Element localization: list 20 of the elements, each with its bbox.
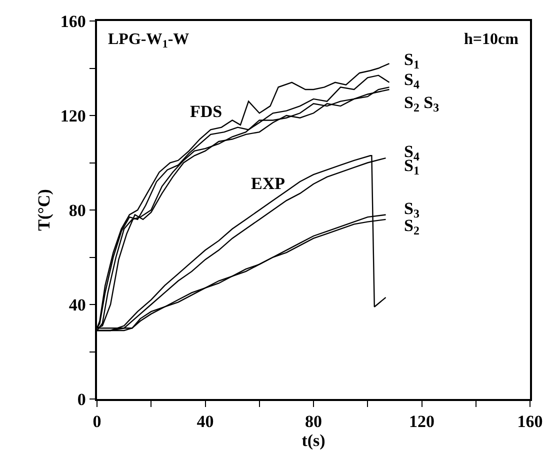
annotation: FDS — [190, 102, 222, 121]
x-axis-title: t(s) — [302, 431, 326, 450]
y-axis-title: T(°C) — [34, 189, 54, 231]
x-tick-label: 80 — [305, 412, 322, 432]
y-tick-label: 80 — [68, 200, 86, 220]
y-tick-label: 120 — [60, 106, 86, 126]
x-tick-label: 40 — [196, 412, 214, 432]
x-tick-label: 160 — [517, 412, 543, 432]
annotation: S$_{1}$ — [404, 50, 420, 72]
annotation: h=10cm — [464, 31, 520, 48]
y-tick-label: 160 — [60, 12, 86, 31]
y-tick-label: 0 — [77, 390, 86, 409]
annotation: EXP — [251, 174, 285, 193]
y-tick-label: 40 — [68, 295, 86, 314]
x-tick-label: 0 — [92, 412, 102, 432]
annotation: S$_{3}$ — [404, 199, 420, 221]
x-tick-label: 120 — [409, 412, 434, 432]
annotation: S$_{4}$ — [404, 70, 420, 92]
annotation: LPG-W$_{1}$-W — [108, 31, 190, 50]
annotation: S$_{2}$ S$_{3}$ — [404, 93, 440, 115]
